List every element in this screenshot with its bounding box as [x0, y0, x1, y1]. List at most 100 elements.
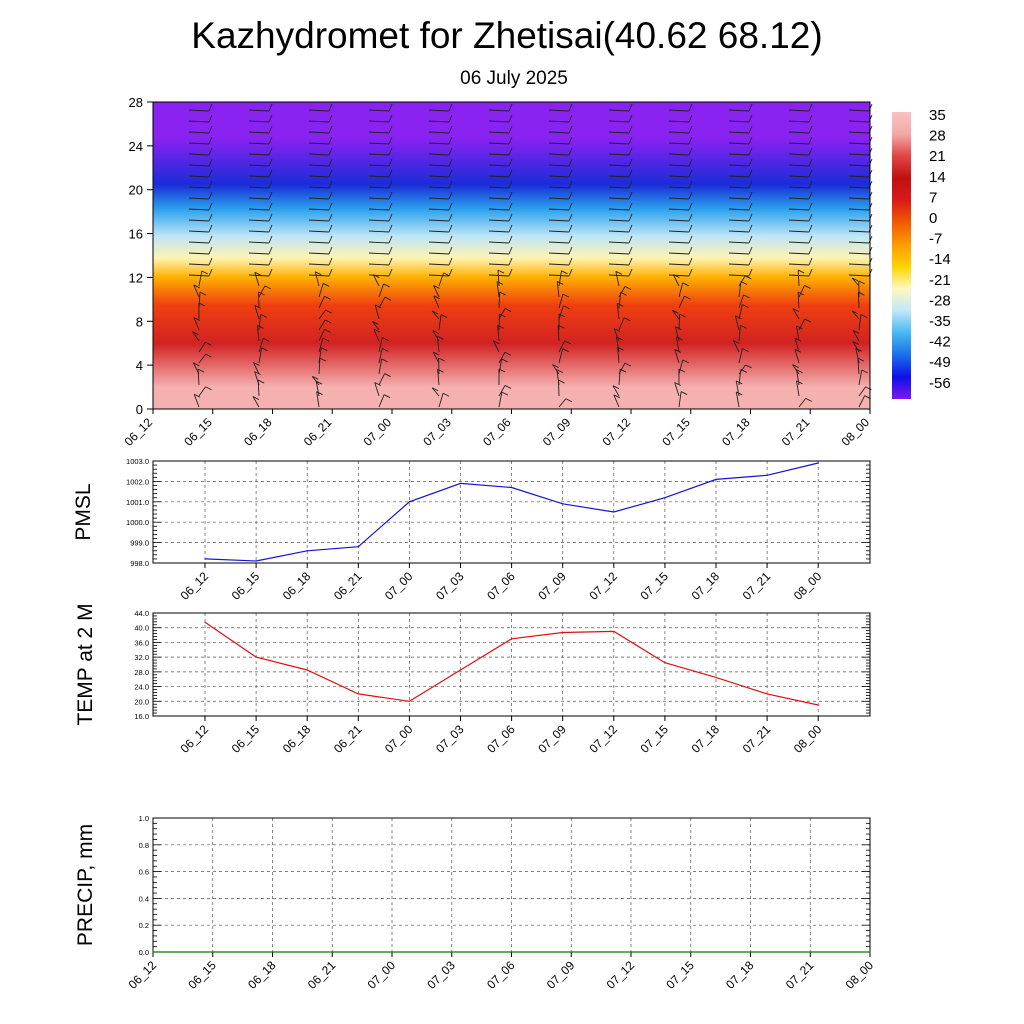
y-tick-label: 1002.0	[126, 477, 149, 486]
y-tick-label: 1.0	[139, 814, 149, 823]
wind-barb	[608, 136, 633, 145]
wind-barb	[428, 268, 453, 277]
wind-barb	[488, 158, 513, 167]
wind-barb	[672, 274, 680, 287]
wind-barb	[318, 295, 331, 309]
wind-barb	[788, 246, 813, 255]
wind-barb	[308, 136, 333, 145]
y-tick-label: 1003.0	[126, 457, 149, 466]
cross-section-field	[153, 102, 870, 409]
wind-barb	[436, 335, 444, 353]
wind-barb	[671, 309, 680, 320]
wind-barb	[438, 314, 448, 331]
wind-barb	[548, 202, 573, 211]
wind-barb	[668, 235, 693, 244]
y-axis-label: PMSL	[72, 483, 95, 540]
x-tick-label: 07_03	[420, 415, 454, 449]
wind-barb	[374, 382, 381, 397]
wind-barb	[498, 291, 506, 309]
x-tick-label: 06_15	[229, 722, 263, 756]
wind-barb	[738, 324, 747, 342]
wind-barb	[188, 235, 213, 244]
wind-barb	[253, 362, 260, 375]
wind-barb	[314, 271, 322, 287]
y-tick-label: 36.0	[134, 638, 149, 647]
y-tick-label: 0.4	[139, 894, 149, 903]
wind-barb	[788, 213, 813, 222]
wind-barb	[738, 304, 749, 320]
wind-barb	[308, 169, 333, 178]
wind-barb	[548, 257, 573, 266]
x-tick-label: 06_12	[178, 722, 212, 756]
wind-barb	[258, 313, 267, 331]
wind-barb	[428, 246, 453, 255]
wind-barb	[852, 329, 860, 342]
colorbar-label: 7	[929, 189, 937, 206]
wind-barb	[188, 268, 213, 277]
y-tick-label: 16.0	[134, 712, 149, 721]
colorbar-label: 14	[929, 169, 946, 186]
wind-barb	[315, 380, 323, 397]
wind-barb	[608, 114, 633, 123]
wind-barb	[558, 340, 571, 353]
wind-barb	[851, 277, 860, 287]
wind-barb	[488, 191, 513, 200]
x-tick-label: 07_06	[484, 569, 518, 603]
wind-barb	[492, 340, 500, 353]
wind-barb	[188, 169, 213, 178]
data-point	[511, 638, 513, 640]
x-tick-label: 07_18	[723, 958, 757, 992]
data-point	[204, 558, 206, 560]
wind-barb	[428, 180, 453, 189]
precip-panel: 0.0 0.2 0.4 0.6 0.8 1.0 06_12 06_15 06_18 06_21 07…	[74, 814, 876, 992]
wind-barb	[498, 385, 512, 397]
wind-barb	[378, 337, 389, 353]
wind-barb	[552, 364, 560, 375]
x-tick-label: 08_00	[839, 415, 873, 449]
wind-barb	[608, 235, 633, 244]
wind-barb	[188, 147, 213, 156]
wind-barb	[428, 191, 453, 200]
wind-barb	[728, 257, 753, 266]
y-tick-label: 12	[129, 270, 143, 285]
wind-barb	[488, 147, 513, 156]
wind-barb	[788, 191, 813, 200]
data-point	[766, 693, 768, 695]
wind-barb	[858, 314, 868, 331]
data-point	[766, 474, 768, 476]
wind-barb	[311, 375, 320, 386]
wind-barb	[368, 268, 393, 277]
wind-barb	[258, 337, 270, 353]
y-tick-label: 0	[136, 402, 143, 417]
wind-barb	[618, 317, 631, 331]
wind-barb	[368, 103, 393, 112]
wind-barb	[788, 180, 813, 189]
wind-barb	[488, 246, 513, 255]
wind-barb	[858, 369, 868, 386]
wind-barb	[248, 136, 273, 145]
wind-barb	[796, 380, 803, 397]
wind-barb	[613, 394, 621, 408]
y-tick-label: 24	[129, 139, 143, 154]
y-tick-label: 40.0	[134, 624, 149, 633]
wind-barb	[318, 328, 331, 342]
x-tick-label: 08_00	[791, 722, 825, 756]
data-point	[613, 511, 615, 513]
data-point	[408, 501, 410, 503]
x-tick-label: 07_09	[535, 569, 569, 603]
wind-barb	[428, 202, 453, 211]
y-tick-label: 0.2	[139, 921, 149, 930]
colorbar-label: -49	[929, 354, 951, 371]
wind-barb	[368, 114, 393, 123]
colorbar-label: -7	[929, 231, 942, 248]
wind-barb	[308, 180, 333, 189]
wind-barb	[488, 136, 513, 145]
wind-barb	[608, 158, 633, 167]
x-tick-label: 06_21	[331, 722, 365, 756]
wind-barb	[728, 158, 753, 167]
wind-barb	[608, 147, 633, 156]
x-tick-label: 06_21	[305, 958, 339, 992]
wind-barb	[728, 103, 753, 112]
x-tick-label: 07_18	[719, 415, 753, 449]
